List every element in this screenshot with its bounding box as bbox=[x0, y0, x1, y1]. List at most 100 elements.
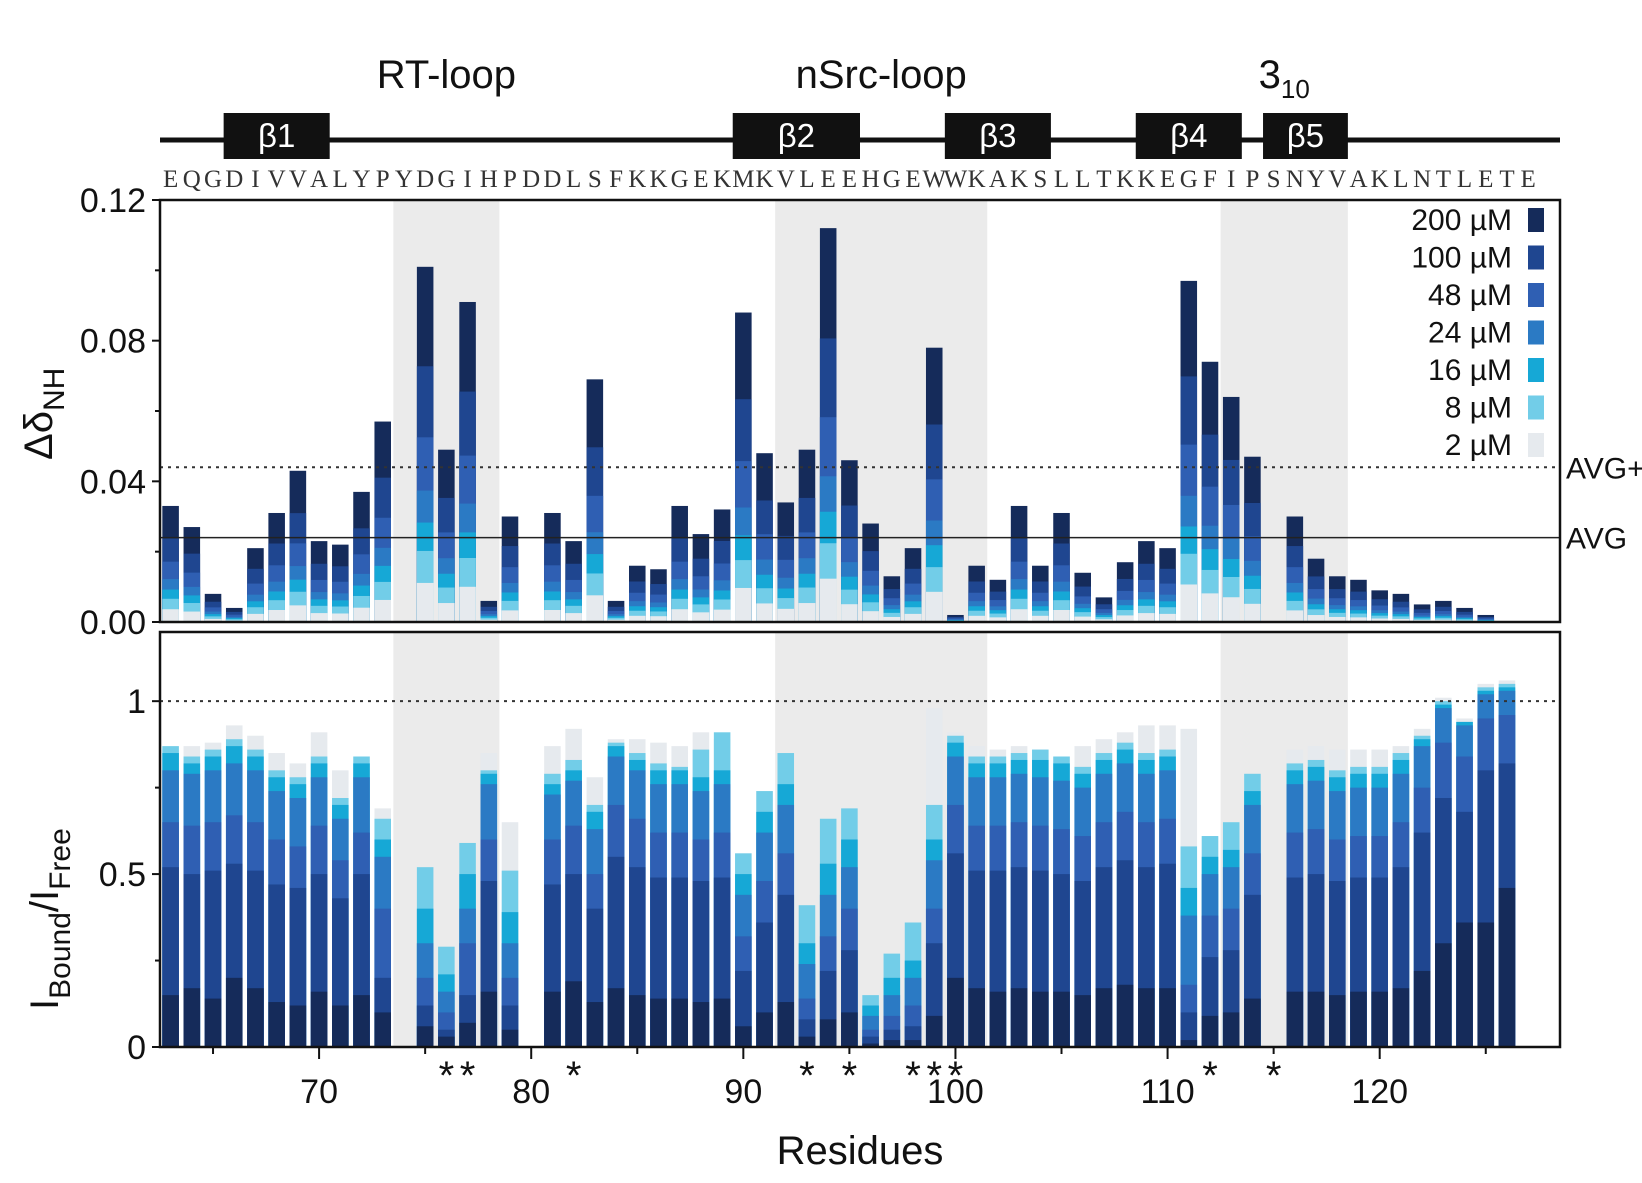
upper-y-tick-label: 0.00 bbox=[80, 604, 146, 642]
lower-y-tick-label: 1 bbox=[127, 683, 146, 721]
residue-letter: I bbox=[251, 166, 259, 193]
intensity-bar-segment bbox=[862, 1043, 879, 1047]
residue-letter: D bbox=[225, 166, 243, 193]
upper-y-ticks: 0.00 0.04 0.08 0.12 bbox=[80, 182, 160, 642]
loop-label-2: 310 bbox=[1259, 53, 1310, 104]
unassigned-star: * bbox=[905, 1054, 921, 1098]
strand-box-2 bbox=[944, 113, 1051, 159]
legend-label: 8 µM bbox=[1445, 392, 1512, 425]
beta-strands: β1 β2 β3 β4 β5 bbox=[223, 113, 1348, 159]
shift-bar-segment bbox=[501, 610, 519, 622]
x-ticks: 70 80 90 100 110 120 bbox=[212, 1047, 1487, 1111]
strand-box-1 bbox=[732, 113, 860, 159]
chemical-shift-panel: AVG+ AVG 0.00 0.04 0.08 0.12 200 µM 100 µM 48… bbox=[17, 182, 1642, 642]
shift-bar-segment bbox=[1286, 610, 1304, 622]
x-tick-label: 80 bbox=[512, 1073, 550, 1111]
residue-letter: M bbox=[732, 166, 754, 193]
legend-swatch bbox=[1528, 208, 1544, 232]
residue-letter: L bbox=[1054, 166, 1069, 193]
shift-bar-segment bbox=[1307, 615, 1325, 622]
intensity-bar-segment bbox=[1413, 970, 1431, 1047]
lower-y-ticks: 00.51 bbox=[99, 683, 160, 1067]
strand-box-3 bbox=[1135, 113, 1242, 159]
shift-bar-segment bbox=[629, 615, 646, 622]
residue-letter: K bbox=[1371, 166, 1389, 193]
residue-sequence: E Q G D I V V A L Y P Y D G I H P D D L S F K K G E K M K V L E E H G E WW K A… bbox=[163, 166, 1536, 193]
residue-letter: L bbox=[1075, 166, 1090, 193]
residue-letter: P bbox=[376, 166, 390, 193]
unassigned-star: * bbox=[926, 1054, 942, 1098]
residue-letter: F bbox=[609, 166, 623, 193]
intensity-bar-segment bbox=[204, 998, 222, 1047]
residue-letter: D bbox=[543, 166, 561, 193]
shift-bar-segment bbox=[353, 607, 370, 622]
legend-label: 100 µM bbox=[1411, 242, 1512, 275]
residue-letter: K bbox=[713, 166, 731, 193]
legend-swatch bbox=[1528, 433, 1544, 457]
shift-bar-segment bbox=[1392, 618, 1410, 622]
shift-bar-segment bbox=[1159, 613, 1176, 622]
intensity-bar-segment bbox=[735, 1026, 752, 1047]
shift-bar-segment bbox=[416, 582, 434, 622]
residue-letter: L bbox=[1457, 166, 1472, 193]
residue-letter: Y bbox=[1307, 166, 1325, 193]
intensity-bar-segment bbox=[1159, 988, 1176, 1047]
shift-bar-segment bbox=[289, 605, 307, 622]
shift-bar-segment bbox=[798, 603, 816, 622]
shift-bar-segment bbox=[756, 603, 773, 622]
intensity-bar-segment bbox=[480, 991, 498, 1047]
residue-letter: D bbox=[522, 166, 540, 193]
intensity-bar-segment bbox=[925, 1015, 943, 1047]
intensity-bar-segment bbox=[756, 1012, 773, 1047]
intensity-bar-segment bbox=[1456, 922, 1473, 1047]
legend-swatch bbox=[1528, 245, 1544, 270]
shift-bar-segment bbox=[883, 616, 901, 622]
shift-bar-segment bbox=[162, 609, 179, 622]
intensity-bar-segment bbox=[1180, 1040, 1198, 1047]
intensity-bar-segment bbox=[1053, 991, 1070, 1047]
shift-bar-segment bbox=[968, 615, 985, 622]
residue-letter: S bbox=[1033, 166, 1047, 193]
residue-letter: K bbox=[756, 166, 774, 193]
shift-bar-segment bbox=[1222, 597, 1240, 622]
intensity-bar-segment bbox=[1498, 887, 1516, 1047]
shift-bar-segment bbox=[374, 599, 391, 622]
shift-bar-segment bbox=[841, 604, 858, 622]
strand-label-1: β2 bbox=[778, 117, 815, 154]
intensity-bar-segment bbox=[1010, 988, 1028, 1047]
shift-bar-segment bbox=[713, 609, 731, 622]
shift-bar-segment bbox=[735, 587, 752, 622]
avg-label: AVG bbox=[1566, 523, 1627, 556]
legend-swatch bbox=[1528, 358, 1544, 382]
intensity-bar-segment bbox=[565, 981, 582, 1047]
intensity-bar-segment bbox=[1371, 991, 1388, 1047]
residue-letter: V bbox=[777, 166, 795, 193]
loop-shade-upper-2 bbox=[1220, 200, 1348, 622]
intensity-bar-segment bbox=[862, 1036, 879, 1047]
shift-bar-segment bbox=[1032, 615, 1049, 622]
shift-bar-segment bbox=[1201, 593, 1219, 622]
legend-label: 24 µM bbox=[1428, 317, 1512, 350]
residue-letter: E bbox=[1478, 166, 1493, 193]
intensity-bar-segment bbox=[777, 1002, 795, 1047]
residue-letter: I bbox=[1227, 166, 1235, 193]
shift-bar-segment bbox=[819, 578, 837, 622]
shift-bar-segment bbox=[1244, 603, 1261, 622]
unassigned-star: * bbox=[566, 1054, 582, 1098]
avg-plus-label: AVG+ bbox=[1566, 452, 1642, 485]
shift-bar-segment bbox=[586, 595, 604, 622]
intensity-bar-segment bbox=[841, 1012, 858, 1047]
residue-letter: A bbox=[310, 166, 328, 193]
shift-bar-segment bbox=[438, 603, 455, 622]
shift-bar-segment bbox=[544, 610, 561, 622]
residue-letter: W bbox=[944, 166, 968, 193]
strand-box-4 bbox=[1263, 113, 1348, 159]
strand-label-0: β1 bbox=[258, 117, 295, 154]
intensity-bar-segment bbox=[1032, 991, 1049, 1047]
residue-letter: K bbox=[649, 166, 667, 193]
intensity-bar-segment bbox=[607, 988, 625, 1047]
residue-letter: K bbox=[1116, 166, 1134, 193]
residue-letter: E bbox=[821, 166, 836, 193]
intensity-bar-segment bbox=[353, 995, 370, 1047]
